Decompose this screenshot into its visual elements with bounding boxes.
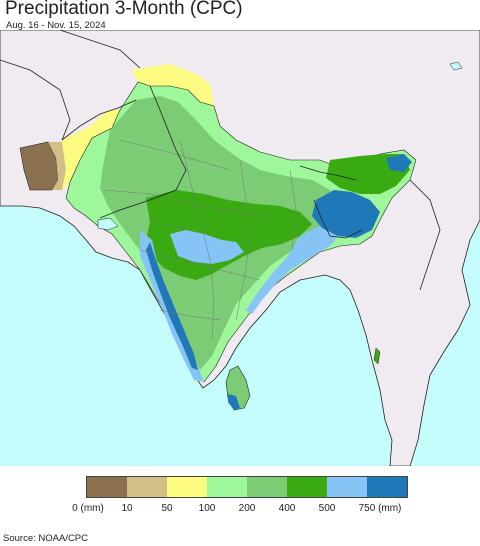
date-range: Aug. 16 - Nov. 15, 2024	[6, 20, 106, 31]
legend-label-6: 500	[318, 503, 336, 514]
precipitation-map	[0, 30, 480, 466]
lake-marker	[449, 61, 463, 71]
map-canvas	[0, 30, 480, 466]
legend-label-1: 10	[121, 503, 133, 514]
map-title: Precipitation 3-Month (CPC)	[5, 0, 243, 19]
legend-label-5: 400	[278, 503, 296, 514]
andaman-islands	[373, 347, 381, 365]
legend-swatch-5	[287, 477, 327, 497]
footer: 0 (mm) 10 50 100 200 400 500 750 (mm) Source: N…	[0, 466, 480, 546]
legend-swatch-1	[127, 477, 167, 497]
darkblue-west-coast	[146, 242, 198, 370]
legend-swatch-7	[367, 477, 407, 497]
legend-label-7: 750 (mm)	[358, 503, 402, 514]
blue-east-coast	[246, 218, 344, 314]
legend-label-0: 0 (mm)	[72, 503, 104, 514]
header: Precipitation 3-Month (CPC) Aug. 16 - No…	[0, 0, 480, 31]
legend-swatch-0	[87, 477, 127, 497]
legend-swatch-6	[327, 477, 367, 497]
legend-label-2: 50	[161, 503, 173, 514]
legend-swatch-3	[207, 477, 247, 497]
sri-lanka-wet	[228, 394, 240, 410]
source-credit: Source: NOAA/CPC	[3, 533, 88, 544]
darkblue-northeast	[386, 154, 412, 172]
darkblue-bangladesh	[312, 190, 380, 238]
state-boundaries	[103, 139, 297, 341]
legend-swatch-4	[247, 477, 287, 497]
yellow-belt-west	[62, 110, 120, 190]
legend-label-4: 200	[238, 503, 256, 514]
country-borders	[0, 30, 441, 291]
color-legend	[86, 476, 408, 498]
legend-label-3: 100	[198, 503, 216, 514]
pakistan-dry	[48, 142, 66, 190]
gulf-of-kutch	[97, 217, 119, 231]
legend-swatch-2	[167, 477, 207, 497]
